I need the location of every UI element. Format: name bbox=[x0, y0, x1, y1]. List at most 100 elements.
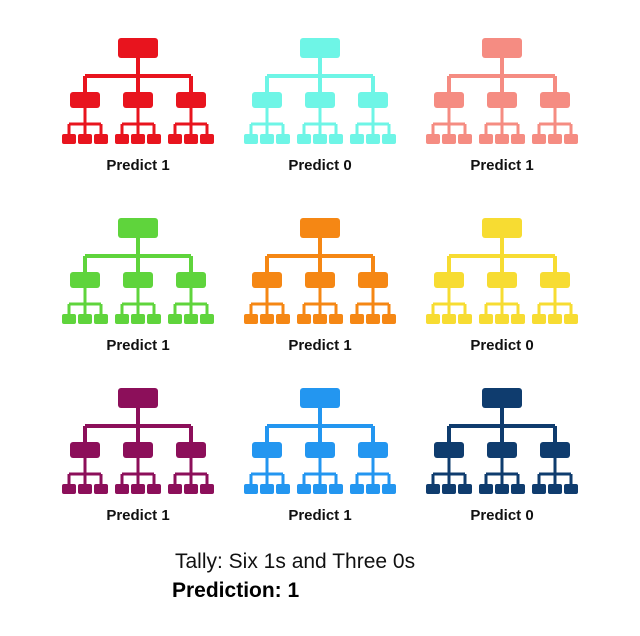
root-node bbox=[118, 218, 158, 238]
leaf-node bbox=[564, 314, 578, 324]
branch-node bbox=[176, 442, 206, 458]
tree-structure bbox=[244, 38, 396, 144]
leaf-node bbox=[244, 134, 258, 144]
tree-structure bbox=[62, 218, 214, 324]
tree-4: Predict 1 bbox=[58, 218, 218, 388]
leaf-node bbox=[94, 484, 108, 494]
leaf-node bbox=[200, 134, 214, 144]
root-node bbox=[300, 388, 340, 408]
leaf-node bbox=[147, 484, 161, 494]
branch-node bbox=[434, 442, 464, 458]
leaf-node bbox=[426, 314, 440, 324]
leaf-node bbox=[479, 484, 493, 494]
branch-node bbox=[358, 92, 388, 108]
leaf-node bbox=[458, 484, 472, 494]
leaf-node bbox=[115, 314, 129, 324]
branch-node bbox=[176, 92, 206, 108]
tree-2: Predict 0 bbox=[240, 38, 400, 208]
branch-node bbox=[305, 442, 335, 458]
leaf-node bbox=[495, 314, 509, 324]
leaf-node bbox=[184, 484, 198, 494]
leaf-node bbox=[548, 314, 562, 324]
leaf-node bbox=[479, 314, 493, 324]
leaf-node bbox=[532, 134, 546, 144]
branch-node bbox=[487, 272, 517, 288]
leaf-node bbox=[313, 314, 327, 324]
leaf-node bbox=[382, 314, 396, 324]
leaf-node bbox=[168, 484, 182, 494]
branch-node bbox=[70, 272, 100, 288]
branch-node bbox=[434, 92, 464, 108]
leaf-node bbox=[147, 134, 161, 144]
leaf-node bbox=[78, 314, 92, 324]
tree-structure bbox=[244, 388, 396, 494]
tree-prediction-label: Predict 1 bbox=[106, 337, 170, 354]
root-node bbox=[482, 388, 522, 408]
leaf-node bbox=[329, 314, 343, 324]
leaf-node bbox=[511, 314, 525, 324]
root-node bbox=[482, 38, 522, 58]
leaf-node bbox=[200, 314, 214, 324]
leaf-node bbox=[313, 484, 327, 494]
leaf-node bbox=[62, 314, 76, 324]
leaf-node bbox=[548, 484, 562, 494]
leaf-node bbox=[297, 134, 311, 144]
leaf-node bbox=[532, 314, 546, 324]
leaf-node bbox=[382, 484, 396, 494]
tree-structure bbox=[426, 38, 578, 144]
leaf-node bbox=[548, 134, 562, 144]
decision-tree-icon bbox=[426, 218, 578, 324]
tree-structure bbox=[426, 218, 578, 324]
tree-prediction-label: Predict 0 bbox=[470, 507, 534, 524]
leaf-node bbox=[168, 134, 182, 144]
leaf-node bbox=[458, 314, 472, 324]
leaf-node bbox=[276, 134, 290, 144]
leaf-node bbox=[62, 134, 76, 144]
branch-node bbox=[487, 92, 517, 108]
decision-tree-icon bbox=[62, 218, 214, 324]
leaf-node bbox=[131, 314, 145, 324]
decision-tree-icon bbox=[62, 38, 214, 144]
tree-8: Predict 1 bbox=[240, 388, 400, 558]
root-node bbox=[300, 218, 340, 238]
tree-prediction-label: Predict 1 bbox=[470, 157, 534, 174]
decision-tree-icon bbox=[244, 218, 396, 324]
tree-structure bbox=[62, 388, 214, 494]
branch-node bbox=[70, 442, 100, 458]
branch-node bbox=[358, 272, 388, 288]
tally-text: Tally: Six 1s and Three 0s bbox=[175, 550, 416, 573]
tree-prediction-label: Predict 1 bbox=[106, 157, 170, 174]
leaf-node bbox=[115, 134, 129, 144]
leaf-node bbox=[442, 134, 456, 144]
decision-tree-icon bbox=[244, 388, 396, 494]
branch-node bbox=[70, 92, 100, 108]
branch-node bbox=[540, 442, 570, 458]
leaf-node bbox=[94, 134, 108, 144]
root-node bbox=[300, 38, 340, 58]
tree-prediction-label: Predict 0 bbox=[470, 337, 534, 354]
leaf-node bbox=[147, 314, 161, 324]
branch-node bbox=[358, 442, 388, 458]
leaf-node bbox=[532, 484, 546, 494]
tree-9: Predict 0 bbox=[422, 388, 582, 558]
leaf-node bbox=[260, 484, 274, 494]
leaf-node bbox=[479, 134, 493, 144]
branch-node bbox=[540, 272, 570, 288]
leaf-node bbox=[260, 134, 274, 144]
final-prediction: Prediction: 1 bbox=[172, 579, 300, 602]
tree-prediction-label: Predict 0 bbox=[288, 157, 352, 174]
leaf-node bbox=[511, 134, 525, 144]
leaf-node bbox=[458, 134, 472, 144]
leaf-node bbox=[115, 484, 129, 494]
leaf-node bbox=[495, 484, 509, 494]
leaf-node bbox=[564, 134, 578, 144]
branch-node bbox=[252, 442, 282, 458]
branch-node bbox=[123, 272, 153, 288]
leaf-node bbox=[276, 484, 290, 494]
leaf-node bbox=[511, 484, 525, 494]
leaf-node bbox=[366, 134, 380, 144]
branch-node bbox=[540, 92, 570, 108]
leaf-node bbox=[168, 314, 182, 324]
leaf-node bbox=[260, 314, 274, 324]
